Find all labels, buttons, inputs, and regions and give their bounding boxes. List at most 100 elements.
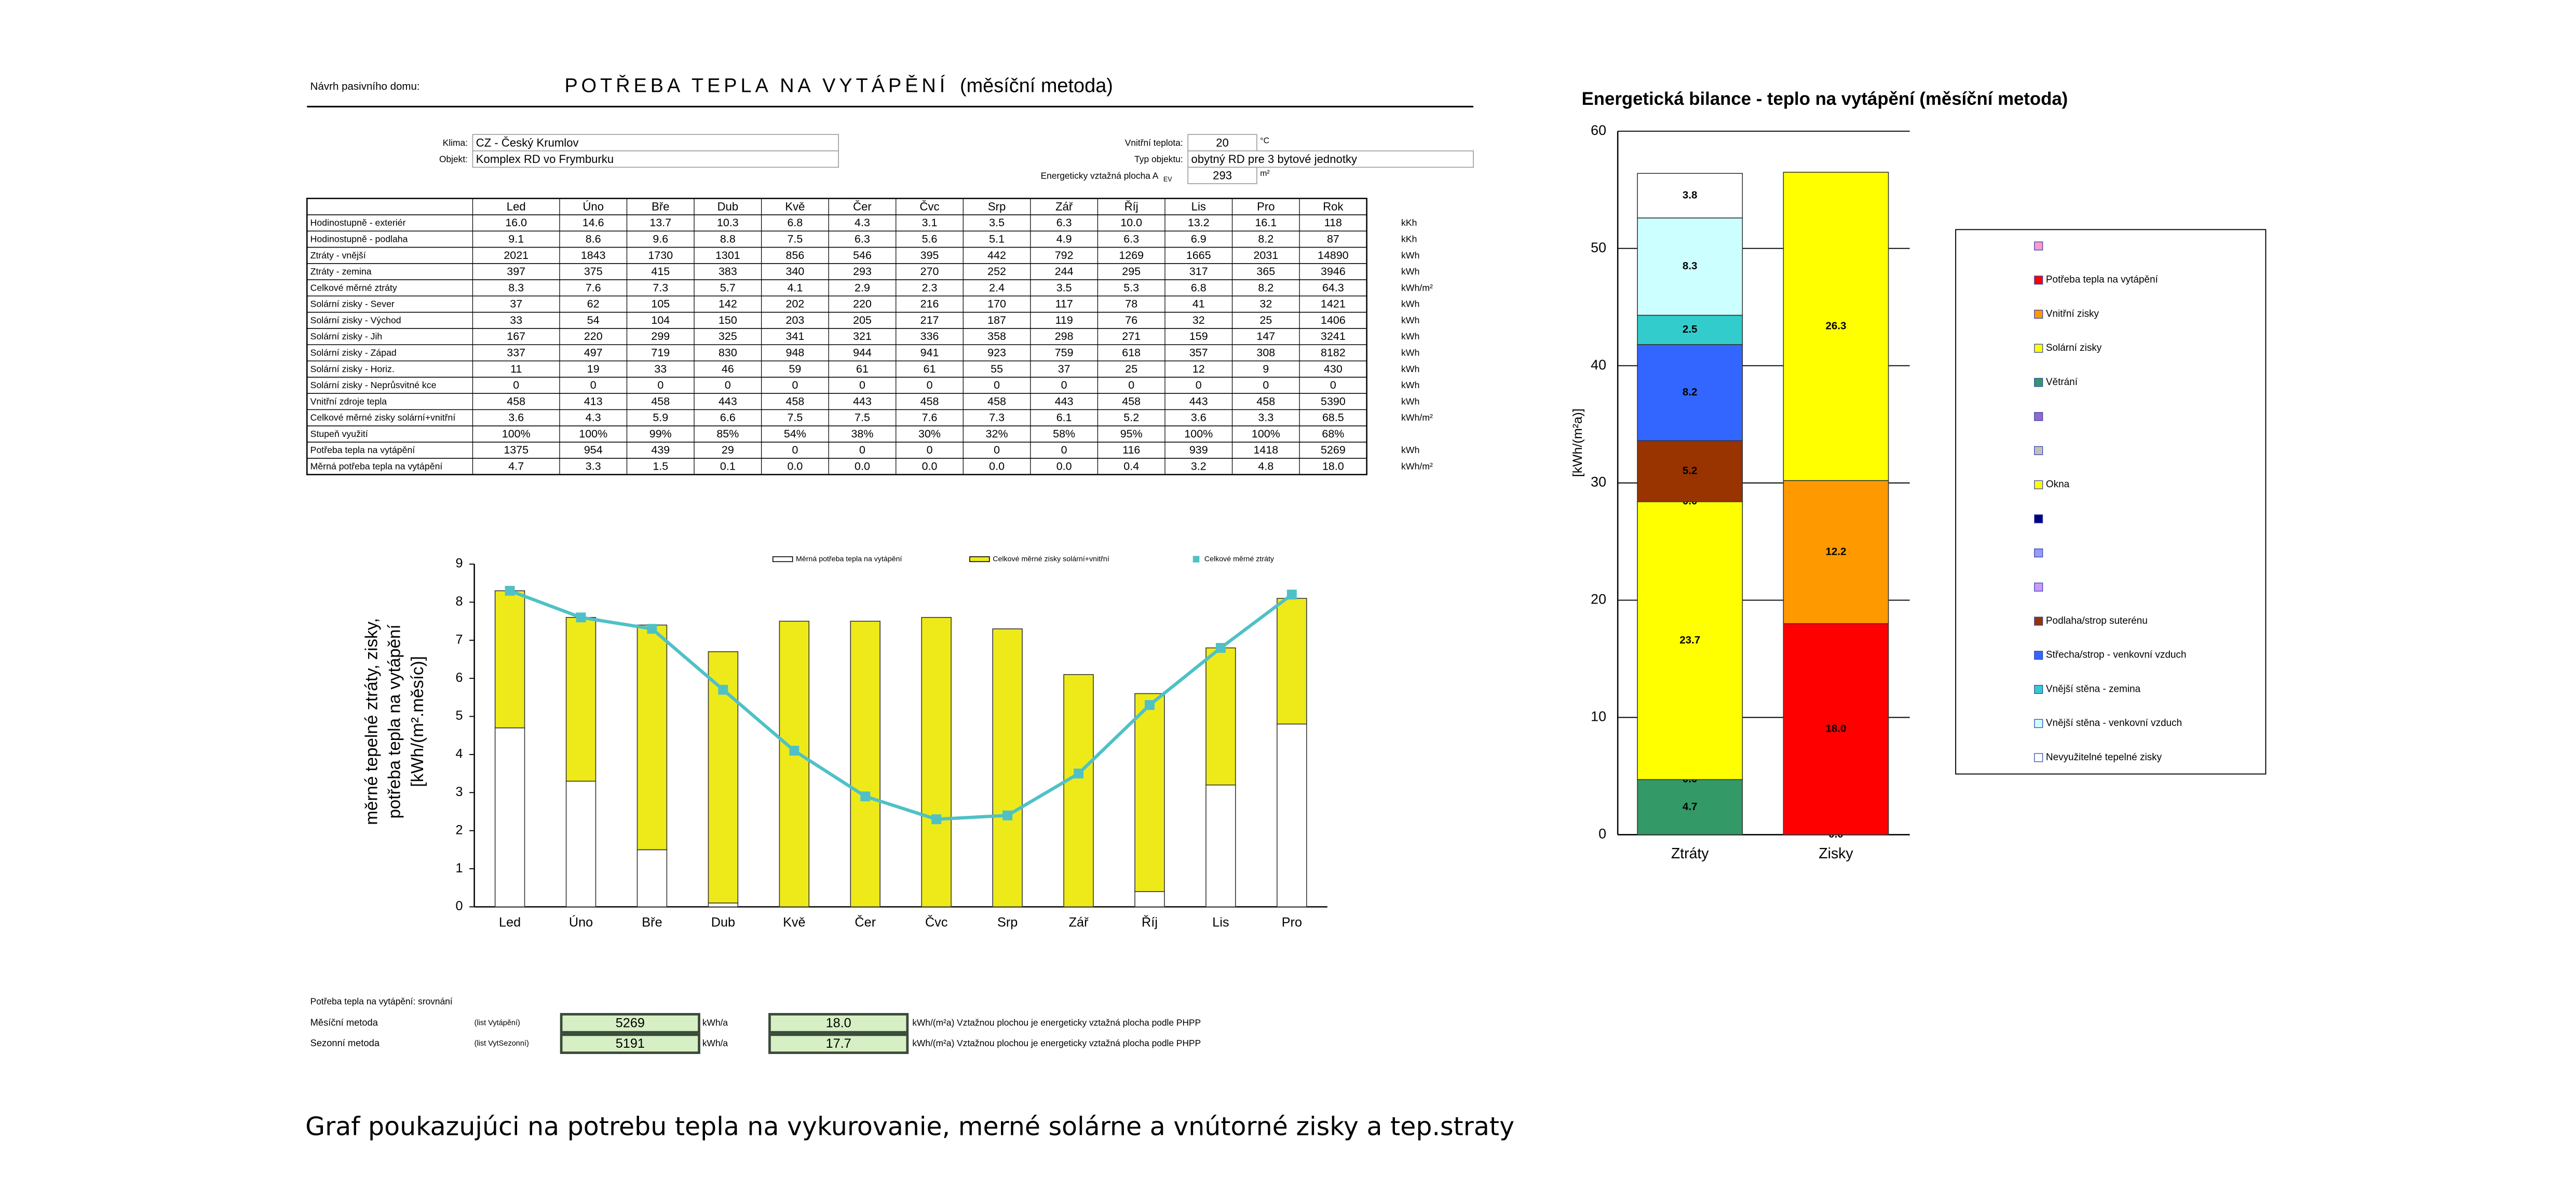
cell: 0 (725, 379, 731, 391)
cell: 25 (1125, 363, 1137, 375)
x-tick-label: Zář (1069, 915, 1089, 930)
bar-segment (1637, 173, 1743, 218)
legend-label: Celkové měrné zisky solární+vnitřní (993, 555, 1109, 563)
row-label: Solární zisky - Jih (310, 331, 383, 341)
legend-label: Nevyužitelné tepelné zisky (2046, 752, 2162, 763)
cell: 220 (853, 298, 872, 310)
y-tick-label: 40 (1591, 357, 1606, 373)
cell: 1.5 (653, 460, 668, 472)
bar-segment (1637, 779, 1743, 835)
bar-segment (1783, 480, 1889, 624)
cell: 2031 (1253, 249, 1278, 262)
cell: 150 (718, 314, 737, 326)
cell: 383 (718, 265, 737, 278)
row-unit: kWh (1401, 347, 1419, 358)
row-label: Ztráty - vnější (310, 250, 366, 261)
cell: 299 (651, 330, 670, 342)
cell: 443 (853, 395, 872, 407)
cell: 0 (859, 444, 865, 456)
input-box (472, 150, 839, 168)
cell: 1375 (504, 444, 528, 456)
cell: 4.9 (1056, 233, 1072, 245)
y-tick-label: 2 (455, 823, 463, 837)
line-marker (931, 814, 942, 825)
line-marker (1002, 810, 1013, 820)
legend-marker (2034, 651, 2043, 660)
cell: 100% (1184, 428, 1213, 440)
cell: 0 (1061, 379, 1067, 391)
cell: 9.6 (653, 233, 668, 245)
input-value: 20 (1216, 136, 1229, 149)
table-header: Dub (717, 200, 739, 213)
row-label: Celkové měrné ztráty (310, 282, 397, 293)
input-box (1187, 167, 1257, 184)
cell: 341 (786, 330, 805, 342)
bar-segment (1205, 647, 1236, 786)
bar-segment (1637, 501, 1743, 780)
line-marker (860, 791, 871, 802)
cell: 116 (1122, 444, 1140, 456)
cell: 458 (987, 395, 1006, 407)
data-label: 2.5 (1683, 323, 1698, 335)
bar-segment (636, 849, 668, 908)
cell: 0 (590, 379, 596, 391)
cell: 719 (651, 346, 670, 359)
y-tick-label: 20 (1591, 592, 1606, 607)
y-tick-label: 1 (455, 861, 463, 875)
cell: 6.1 (1056, 412, 1072, 424)
cell: 3.5 (989, 216, 1005, 229)
x-tick-label: Úno (569, 915, 593, 930)
bar-segment (1277, 723, 1307, 908)
bar-segment (850, 621, 881, 908)
cell: 104 (651, 314, 670, 326)
cell: 458 (1256, 395, 1275, 407)
input-box (472, 134, 839, 152)
legend-label: Střecha/strop - venkovní vzduch (2046, 650, 2187, 661)
x-tick-label: Čvc (925, 915, 948, 930)
cell: 170 (987, 298, 1006, 310)
cell: 167 (507, 330, 525, 342)
table-header: Kvě (785, 200, 805, 213)
table-header: Led (507, 200, 526, 213)
cell: 0 (859, 379, 865, 391)
input-value: obytný RD pre 3 bytové jednotky (1191, 153, 1358, 166)
y-tick-label: 6 (455, 670, 463, 685)
cell: 8.6 (586, 233, 601, 245)
row-unit: kWh/m² (1401, 461, 1433, 471)
cell: 546 (853, 249, 872, 262)
cell: 55 (991, 363, 1003, 375)
cell: 19 (587, 363, 600, 375)
cell: 5.3 (1123, 281, 1139, 294)
legend-label: Vnější stěna - zemina (2046, 683, 2141, 694)
cell: 8.3 (508, 281, 524, 294)
cell: 59 (789, 363, 801, 375)
table-header: Rok (1323, 200, 1344, 213)
legend-marker (2034, 446, 2043, 455)
row-label: Měrná potřeba tepla na vytápění (310, 461, 443, 471)
row-label: Solární zisky - Západ (310, 347, 397, 358)
x-tick-label: Zisky (1819, 845, 1853, 862)
y-tick-label: 60 (1591, 122, 1606, 138)
method-unit: kWh/a (702, 1038, 728, 1048)
cell: 0 (994, 379, 1000, 391)
cell: 439 (651, 444, 670, 456)
row-unit: kWh (1401, 331, 1419, 341)
cell: 618 (1122, 346, 1141, 359)
x-tick-label: Srp (997, 915, 1018, 930)
cell: 2.4 (989, 281, 1005, 294)
row-label: Potřeba tepla na vytápění (310, 445, 415, 455)
bar-segment (1277, 598, 1307, 725)
x-tick-label: Dub (711, 915, 735, 930)
cell: 187 (987, 314, 1006, 326)
input-label-sub: EV (1163, 175, 1172, 183)
legend-marker (2034, 514, 2043, 524)
cell: 442 (987, 249, 1006, 262)
x-tick-label: Čer (855, 915, 876, 930)
cell: 295 (1122, 265, 1141, 278)
value-box (768, 1033, 909, 1054)
input-value: 293 (1213, 169, 1232, 182)
cell: 3.1 (922, 216, 938, 229)
cell: 7.6 (586, 281, 601, 294)
cell: 939 (1189, 444, 1208, 456)
